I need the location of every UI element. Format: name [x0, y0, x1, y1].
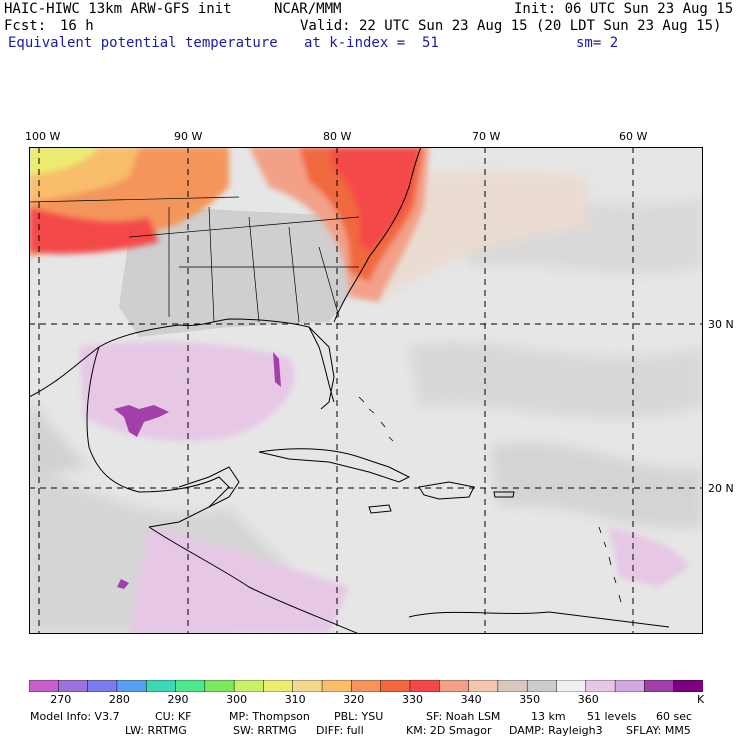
footer-resolution: 13 km	[531, 710, 566, 723]
colorbar-swatch	[614, 680, 646, 692]
colorbar-swatch	[29, 680, 60, 692]
jamaica	[368, 504, 392, 514]
map-frame	[29, 147, 703, 634]
atlantic-band-2	[409, 342, 703, 419]
colorbar-swatch	[175, 680, 206, 692]
florida-peninsula	[308, 326, 335, 410]
colorbar-tick-label: 340	[460, 693, 482, 706]
footer-diff: DIFF: full	[316, 724, 364, 737]
field-name: Equivalent potential temperature	[8, 35, 278, 51]
colorbar-swatch	[145, 680, 177, 692]
lat-label-30n: 30 N	[708, 318, 734, 331]
us-east-coast	[333, 147, 422, 323]
footer-mp: MP: Thompson	[229, 710, 310, 723]
smoothing-info: sm= 2	[576, 35, 619, 51]
colorbar-tick-label: 330	[402, 693, 423, 706]
colorbar-swatch	[585, 680, 616, 692]
footer-pbl: PBL: YSU	[334, 710, 384, 723]
lon-label-70w: 70 W	[472, 130, 501, 143]
footer-sw: SW: RRTMG	[233, 724, 297, 737]
colorbar-tick-label: 320	[343, 693, 365, 706]
colorbar-tick-label: 290	[167, 693, 189, 706]
colorbar-swatch	[233, 680, 265, 692]
lesser-antilles	[598, 526, 622, 603]
footer-lw: LW: RRTMG	[125, 724, 187, 737]
colorbar-tick-label: 270	[50, 693, 72, 706]
gulf-purple-streak	[273, 352, 281, 387]
us-gulf-coast	[29, 318, 335, 403]
hispaniola	[418, 481, 475, 500]
colorbar-swatch	[292, 680, 323, 692]
central-america	[148, 526, 360, 634]
puerto-rico	[493, 491, 515, 498]
footer-timestep: 60 sec	[656, 710, 693, 723]
valid-time: Valid: 22 UTC Sun 23 Aug 15 (20 LDT Sun …	[300, 18, 722, 34]
forecast-hour: 16 h	[60, 18, 94, 34]
colorbar-swatch	[87, 680, 118, 692]
lon-label-60w: 60 W	[619, 130, 648, 143]
state-borders	[29, 196, 360, 323]
footer-sflay: SFLAY: MM5	[626, 724, 691, 737]
footer-model-info: Model Info: V3.7	[30, 710, 120, 723]
footer-km: KM: 2D Smagor	[406, 724, 492, 737]
colorbar-swatch	[204, 680, 235, 692]
gulf-purple-core	[114, 405, 169, 437]
pacific-gray	[29, 397, 89, 477]
lon-label-90w: 90 W	[174, 130, 203, 143]
atlantic-band-3	[489, 442, 703, 529]
footer-sf: SF: Noah LSM	[426, 710, 501, 723]
colorbar-tick-label: 360	[577, 693, 599, 706]
land-gray-region	[119, 207, 369, 337]
colorbar-swatch	[673, 680, 703, 692]
level-info: at k-index = 51	[304, 35, 439, 51]
yucatan	[178, 466, 240, 508]
model-title: HAIC-HIWC 13km ARW-GFS init	[4, 1, 232, 17]
footer-levels: 51 levels	[587, 710, 637, 723]
nw-red-band	[29, 207, 159, 254]
colorbar-swatch	[58, 680, 89, 692]
init-time: Init: 06 UTC Sun 23 Aug 15	[514, 1, 734, 17]
theta-e-map	[29, 147, 703, 634]
colorbar-tick-label: 280	[108, 693, 130, 706]
lon-label-80w: 80 W	[323, 130, 352, 143]
bahamas	[358, 396, 394, 442]
colorbar-swatch	[526, 680, 558, 692]
colorbar-swatch	[321, 680, 353, 692]
colorbar-swatch	[351, 680, 382, 692]
colorbar-swatch	[497, 680, 528, 692]
colorbar-swatch	[468, 680, 499, 692]
lat-label-20n: 20 N	[708, 482, 734, 495]
mexico-coast	[86, 346, 230, 528]
colorbar-tick-label: 300	[226, 693, 248, 706]
south-america	[408, 611, 670, 628]
colorbar	[29, 680, 703, 692]
colorbar-swatch	[116, 680, 147, 692]
colorbar-tick-label: 310	[284, 693, 306, 706]
cuba	[258, 448, 411, 483]
footer-cu: CU: KF	[155, 710, 192, 723]
forecast-label: Fcst:	[4, 18, 47, 34]
lon-label-100w: 100 W	[25, 130, 61, 143]
organization: NCAR/MMM	[274, 1, 342, 17]
east-carib-lavender	[609, 527, 689, 587]
colorbar-swatch	[644, 680, 675, 692]
east-coast-red	[329, 147, 419, 252]
colorbar-swatch	[263, 680, 294, 692]
colorbar-swatch	[439, 680, 470, 692]
nw-yellow	[29, 147, 99, 175]
colorbar-tick-label: 350	[519, 693, 541, 706]
colorbar-swatch	[409, 680, 441, 692]
colorbar-unit: K	[697, 693, 705, 706]
central-am-purple	[117, 579, 129, 589]
colorbar-swatch	[556, 680, 587, 692]
footer-damp: DAMP: Rayleigh3	[509, 724, 603, 737]
colorbar-swatch	[380, 680, 411, 692]
